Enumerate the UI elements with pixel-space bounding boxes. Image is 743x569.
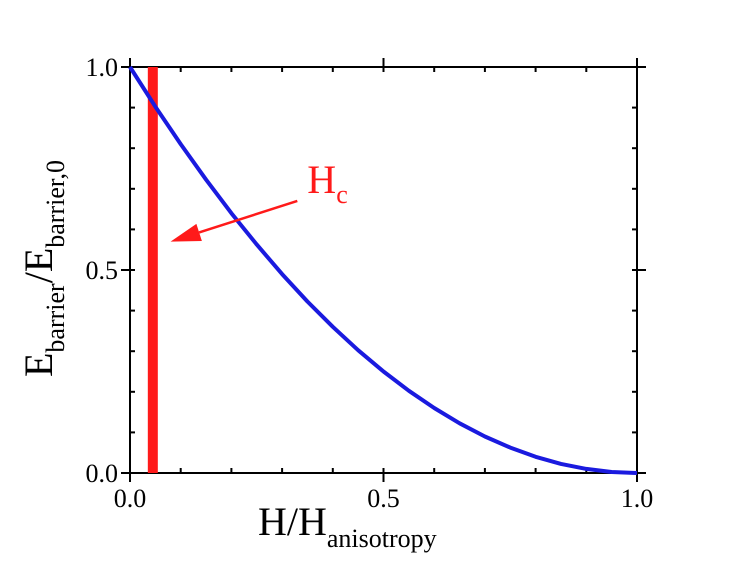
- hc-annotation: Hc: [170, 157, 348, 242]
- y-tick-label: 0.5: [86, 256, 119, 285]
- x-axis-title-main: H/H: [258, 499, 327, 544]
- y-tick-label: 0.0: [86, 459, 119, 488]
- y-tick-label: 1.0: [86, 53, 119, 82]
- energy-barrier-curve: [128, 65, 638, 475]
- y-axis-title: Ebarrier/Ebarrier,0: [16, 160, 70, 377]
- y-axis-title-sub2: barrier,0: [41, 160, 70, 248]
- x-tick-label: 0.0: [114, 484, 147, 513]
- hc-label: Hc: [307, 157, 347, 209]
- x-axis-title-sub: anisotropy: [327, 524, 437, 553]
- x-tick-label: 0.5: [367, 484, 400, 513]
- x-axis-title: H/Hanisotropy: [258, 499, 437, 553]
- plot-frame: [129, 66, 638, 474]
- y-axis-title-sub1: barrier: [41, 283, 70, 353]
- tick-labels: 0.0 0.5 1.0 0.0 0.5 1.0: [86, 53, 654, 513]
- y-axis-title-mid: /E: [16, 248, 61, 284]
- ticks: [121, 58, 646, 482]
- x-tick-label: 1.0: [621, 484, 654, 513]
- annotation-arrowhead: [170, 223, 202, 242]
- plot-area: 0.0 0.5 1.0 0.0 0.5 1.0 Hc: [86, 53, 654, 513]
- hc-vertical-line: [147, 67, 158, 473]
- hc-label-main: H: [307, 157, 336, 202]
- y-axis-title-e1: E: [16, 353, 61, 377]
- hc-label-sub: c: [336, 180, 348, 209]
- annotation-arrow: [198, 199, 298, 234]
